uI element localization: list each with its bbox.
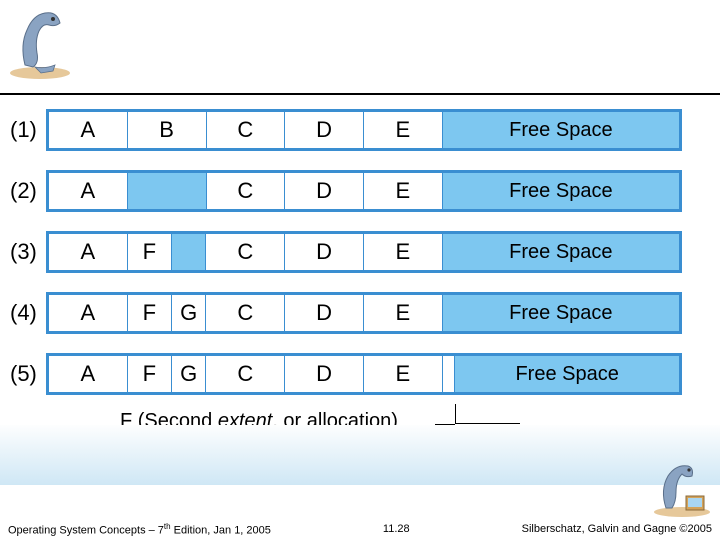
- pointer-elbow: [455, 404, 520, 424]
- row-label: (2): [8, 178, 46, 204]
- file-segment: C: [206, 234, 285, 270]
- file-segment: C: [207, 173, 286, 209]
- dinosaur-footer-icon: [650, 458, 714, 518]
- file-segment: A: [49, 295, 128, 331]
- free-space-segment: Free Space: [455, 356, 679, 392]
- memory-bar: AFGCDE Free Space: [46, 353, 682, 395]
- file-segment: D: [285, 234, 364, 270]
- free-space-segment: Free Space: [443, 112, 679, 148]
- row-label: (4): [8, 300, 46, 326]
- file-segment: F: [128, 356, 172, 392]
- slide-header: [0, 0, 720, 95]
- free-space-segment: Free Space: [443, 234, 679, 270]
- empty-segment: [172, 234, 207, 270]
- file-segment: C: [207, 112, 286, 148]
- file-segment: G: [172, 295, 207, 331]
- file-segment: E: [364, 356, 443, 392]
- allocation-row: (4)AFGCDEFree Space: [8, 288, 682, 338]
- footer-page-number: 11.28: [271, 523, 522, 535]
- row-label: (1): [8, 117, 46, 143]
- file-segment: A: [49, 173, 128, 209]
- allocation-row: (1)ABCDEFree Space: [8, 105, 682, 155]
- memory-bar: A CDEFree Space: [46, 170, 682, 212]
- file-segment: A: [49, 112, 128, 148]
- memory-bar: ABCDEFree Space: [46, 109, 682, 151]
- file-segment: C: [206, 295, 285, 331]
- file-segment: D: [285, 295, 364, 331]
- file-segment: G: [172, 356, 207, 392]
- file-segment: A: [49, 234, 128, 270]
- memory-bar: AFCDEFree Space: [46, 231, 682, 273]
- file-segment: F: [128, 295, 172, 331]
- file-segment: E: [364, 112, 443, 148]
- footer-left: Operating System Concepts – 7th Edition,…: [8, 522, 271, 537]
- allocation-row: (5)AFGCDE Free Space: [8, 349, 682, 399]
- file-segment: B: [128, 112, 207, 148]
- empty-segment: [128, 173, 207, 209]
- allocation-row: (2)A CDEFree Space: [8, 166, 682, 216]
- free-space-segment: Free Space: [443, 295, 679, 331]
- file-segment: D: [285, 173, 364, 209]
- row-label: (3): [8, 239, 46, 265]
- file-segment: [443, 356, 456, 392]
- file-segment: E: [364, 173, 443, 209]
- free-space-segment: Free Space: [443, 173, 679, 209]
- file-segment: E: [364, 234, 443, 270]
- file-segment: C: [206, 356, 285, 392]
- dinosaur-logo-icon: [5, 5, 75, 80]
- allocation-row: (3)AFCDEFree Space: [8, 227, 682, 277]
- file-segment: A: [49, 356, 128, 392]
- allocation-diagram: (1)ABCDEFree Space(2)ACDEFree Space(3)AF…: [0, 95, 720, 399]
- memory-bar: AFGCDEFree Space: [46, 292, 682, 334]
- footer-copyright: Silberschatz, Galvin and Gagne ©2005: [522, 523, 712, 535]
- row-label: (5): [8, 361, 46, 387]
- file-segment: F: [128, 234, 172, 270]
- file-segment: D: [285, 356, 364, 392]
- gradient-decoration: [0, 425, 720, 485]
- file-segment: E: [364, 295, 443, 331]
- slide-footer: Operating System Concepts – 7th Edition,…: [0, 518, 720, 540]
- file-segment: D: [285, 112, 364, 148]
